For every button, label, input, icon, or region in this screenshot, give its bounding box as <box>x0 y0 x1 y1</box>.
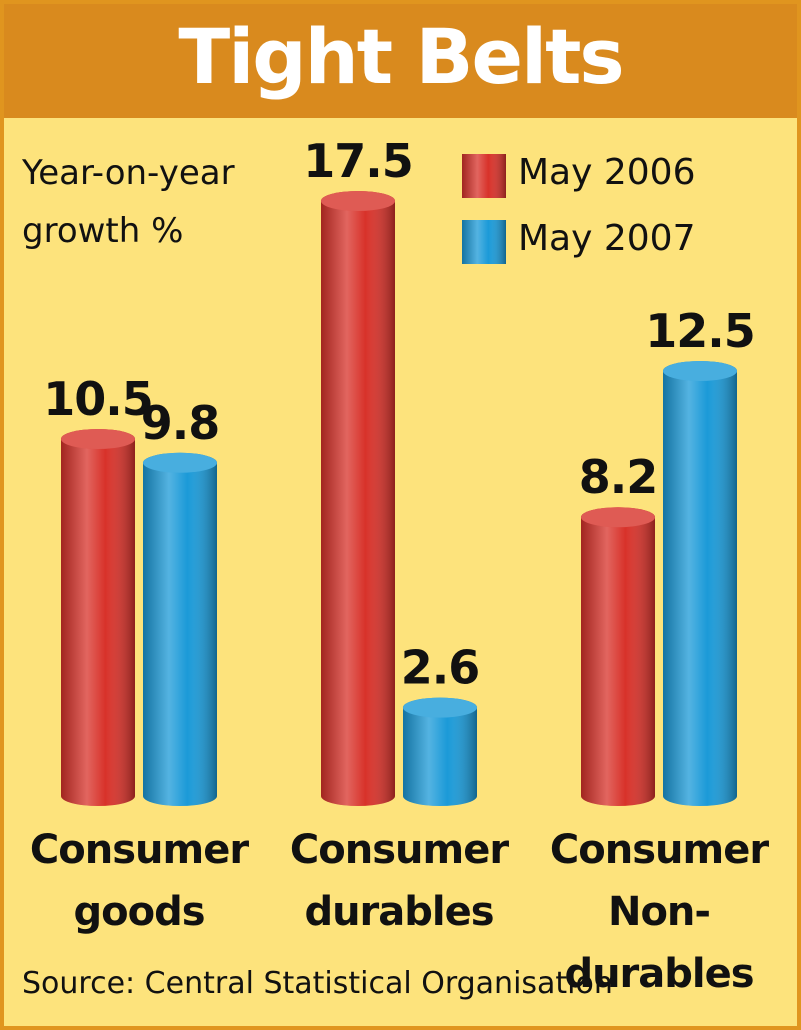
bar-shade <box>663 361 737 806</box>
legend-label: May 2007 <box>518 218 696 259</box>
bar-top <box>321 191 395 211</box>
value-label: 12.5 <box>645 304 755 358</box>
bar-shade <box>143 452 217 806</box>
bar-top-highlight <box>61 429 135 449</box>
chart-title: Tight Belts <box>178 12 624 101</box>
value-label: 10.5 <box>43 372 153 426</box>
bar-top-highlight <box>403 697 477 718</box>
x-tick-label: Consumer Non-durables <box>549 827 769 997</box>
bar-top-highlight <box>143 452 217 473</box>
bar-top <box>403 697 477 718</box>
x-tick-label: Consumer durables <box>289 827 509 935</box>
bar-top <box>143 452 217 473</box>
value-label: 8.2 <box>579 450 658 504</box>
bar-top <box>581 507 655 528</box>
legend-swatch-shade <box>462 220 506 264</box>
header-band <box>4 4 797 118</box>
legend-swatch-shade <box>462 154 506 198</box>
value-label: 2.6 <box>401 641 480 695</box>
bar-shade <box>61 429 135 806</box>
legend-label: May 2006 <box>518 152 696 193</box>
bar-top <box>61 429 135 449</box>
plot: 10.59.8 17.5 2.6 8.2 12.5 <box>43 134 756 806</box>
subtitle: Year-on-year growth % <box>22 153 235 251</box>
bar-shade <box>321 191 395 806</box>
source: Source: Central Statistical Organisation <box>22 966 613 1001</box>
value-label: 9.8 <box>141 396 220 450</box>
bar-top-highlight <box>321 191 395 211</box>
bar-top-highlight <box>581 507 655 528</box>
bar-top-highlight <box>663 361 737 381</box>
value-label: 17.5 <box>303 134 413 188</box>
bar-shade <box>581 507 655 806</box>
bar-top <box>663 361 737 381</box>
bar-shade <box>403 697 477 806</box>
x-tick-label: Consumer goods <box>29 827 249 935</box>
